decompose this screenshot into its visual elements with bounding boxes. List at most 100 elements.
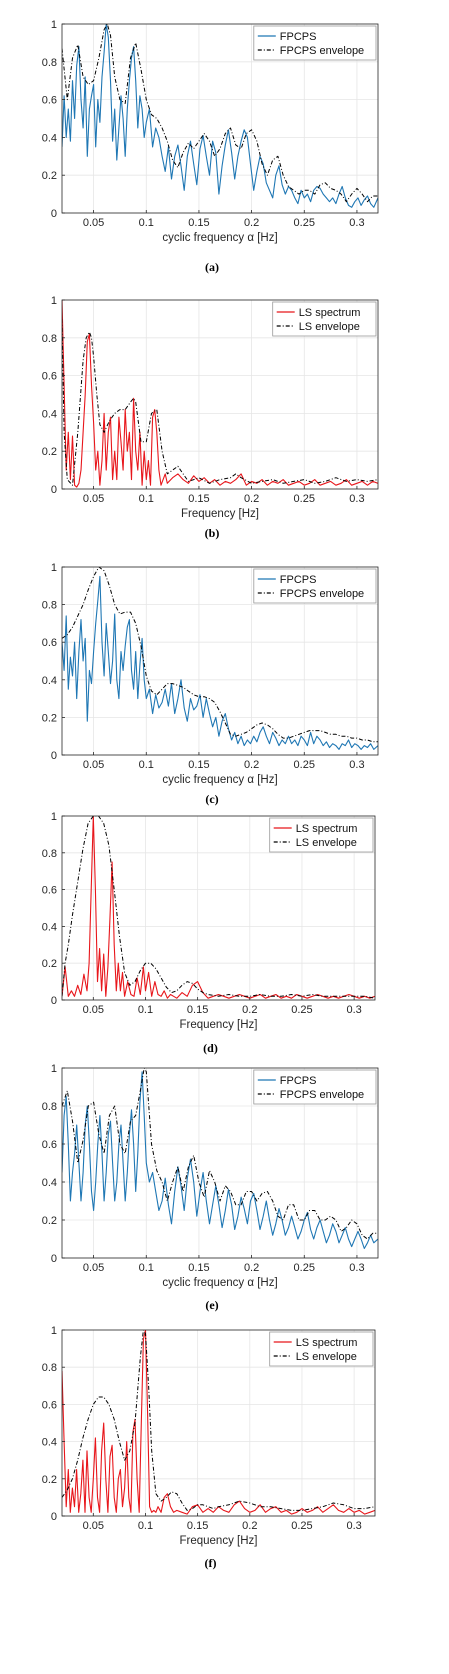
legend-box <box>253 25 377 61</box>
axes-box <box>61 815 376 1001</box>
envelope-line <box>62 1068 378 1240</box>
x-tick-label: 0.25 <box>291 1004 312 1016</box>
x-tick-label: 0.3 <box>346 1520 361 1532</box>
y-tick-label: 0.4 <box>42 1437 57 1449</box>
chart-panel-5: 0.05 0.1 0.15 0.2 0.25 0.3 0 0.2 0.4 0.6 0.8 1 cycli… <box>42 1063 379 1312</box>
panel-caption: (a) <box>205 260 219 274</box>
y-tick-label: 1 <box>51 562 57 574</box>
x-tick-label: 0.25 <box>294 217 315 229</box>
panel-caption: (d) <box>203 1041 218 1055</box>
y-tick-label: 0.6 <box>42 371 57 383</box>
legend: LS spectrum LS envelope <box>272 301 377 337</box>
y-tick-label: 1 <box>51 1063 57 1075</box>
y-tick-label: 0.8 <box>42 848 57 860</box>
y-tick-label: 0.8 <box>42 333 57 345</box>
panel-caption: (c) <box>205 792 218 806</box>
x-tick-label: 0.25 <box>294 493 315 505</box>
series-line <box>62 24 378 208</box>
legend-label: LS spectrum <box>296 1337 358 1349</box>
y-tick-label: 0 <box>51 995 57 1007</box>
envelope-line <box>62 567 378 743</box>
x-axis-label: cyclic frequency α [Hz] <box>162 1277 277 1289</box>
legend-box <box>253 568 377 604</box>
y-tick-label: 0.8 <box>42 57 57 69</box>
y-tick-label: 0 <box>51 208 57 220</box>
series-line <box>62 1071 378 1250</box>
x-tick-label: 0.25 <box>291 1520 312 1532</box>
chart-panel-1: 0.05 0.1 0.15 0.2 0.25 0.3 0 0.2 0.4 0.6 0.8 1 cycli… <box>42 19 379 274</box>
x-axis-label: cyclic frequency α [Hz] <box>162 232 277 244</box>
y-tick-label: 0.6 <box>42 1399 57 1411</box>
legend-box <box>269 1331 374 1367</box>
x-axis-label: cyclic frequency α [Hz] <box>162 774 277 786</box>
legend-label: LS spectrum <box>299 307 361 319</box>
axes-box <box>61 1329 376 1517</box>
x-tick-label: 0.15 <box>188 759 209 771</box>
x-tick-label: 0.2 <box>242 1004 257 1016</box>
x-tick-label: 0.15 <box>188 1262 209 1274</box>
axes-box <box>61 23 379 214</box>
legend-label: LS envelope <box>296 1351 357 1363</box>
legend: LS spectrum LS envelope <box>269 1331 374 1367</box>
legend-box <box>272 301 377 337</box>
x-tick-label: 0.2 <box>244 1262 259 1274</box>
series-line <box>62 1330 375 1515</box>
x-tick-label: 0.1 <box>139 217 154 229</box>
legend-label: FPCPS <box>280 574 317 586</box>
y-tick-label: 0.8 <box>42 1362 57 1374</box>
series-line <box>62 300 378 488</box>
x-tick-label: 0.1 <box>138 1004 153 1016</box>
envelope-line <box>62 1330 375 1511</box>
y-tick-label: 0.4 <box>42 408 57 420</box>
legend: FPCPS FPCPS envelope <box>253 25 377 61</box>
panel-caption: (b) <box>205 526 220 540</box>
legend-label: FPCPS envelope <box>280 588 364 600</box>
y-tick-label: 0 <box>51 1511 57 1523</box>
x-tick-label: 0.2 <box>244 493 259 505</box>
y-tick-label: 0 <box>51 484 57 496</box>
x-tick-label: 0.3 <box>346 1004 361 1016</box>
y-tick-label: 0.2 <box>42 958 57 970</box>
legend: FPCPS FPCPS envelope <box>253 568 377 604</box>
series-line <box>62 575 378 750</box>
legend-label: LS spectrum <box>296 823 358 835</box>
x-tick-label: 0.05 <box>83 217 104 229</box>
x-axis-label: Frequency [Hz] <box>181 508 259 520</box>
chart-panel-2: 0.05 0.1 0.15 0.2 0.25 0.3 0 0.2 0.4 0.6 0.8 1 Frequ… <box>42 295 379 540</box>
x-tick-label: 0.3 <box>349 1262 364 1274</box>
y-tick-label: 0.4 <box>42 921 57 933</box>
series-line <box>62 816 375 999</box>
y-tick-label: 0.4 <box>42 132 57 144</box>
legend-label: FPCPS envelope <box>280 1089 364 1101</box>
legend-label: FPCPS <box>280 1075 317 1087</box>
y-tick-label: 0.6 <box>42 95 57 107</box>
axes-box <box>61 566 379 756</box>
x-tick-label: 0.15 <box>187 1520 208 1532</box>
y-tick-label: 0.8 <box>42 1101 57 1113</box>
x-tick-label: 0.15 <box>188 493 209 505</box>
axes-box <box>61 1067 379 1259</box>
x-tick-label: 0.1 <box>139 1262 154 1274</box>
x-tick-label: 0.2 <box>244 759 259 771</box>
y-tick-label: 0.6 <box>42 637 57 649</box>
x-tick-label: 0.3 <box>349 217 364 229</box>
y-tick-label: 0 <box>51 750 57 762</box>
y-tick-label: 0.2 <box>42 170 57 182</box>
x-tick-label: 0.25 <box>294 759 315 771</box>
x-axis-label: Frequency [Hz] <box>180 1535 258 1547</box>
x-tick-label: 0.05 <box>83 1004 104 1016</box>
legend-label: FPCPS envelope <box>280 45 364 57</box>
legend-label: LS envelope <box>299 321 360 333</box>
x-tick-label: 0.3 <box>349 493 364 505</box>
envelope-line <box>62 24 378 203</box>
y-tick-label: 0.2 <box>42 1215 57 1227</box>
y-tick-label: 0.2 <box>42 446 57 458</box>
x-tick-label: 0.05 <box>83 1520 104 1532</box>
y-tick-label: 0.8 <box>42 600 57 612</box>
x-tick-label: 0.1 <box>139 493 154 505</box>
y-tick-label: 1 <box>51 19 57 31</box>
y-tick-label: 1 <box>51 295 57 307</box>
x-tick-label: 0.05 <box>83 759 104 771</box>
x-tick-label: 0.2 <box>244 217 259 229</box>
